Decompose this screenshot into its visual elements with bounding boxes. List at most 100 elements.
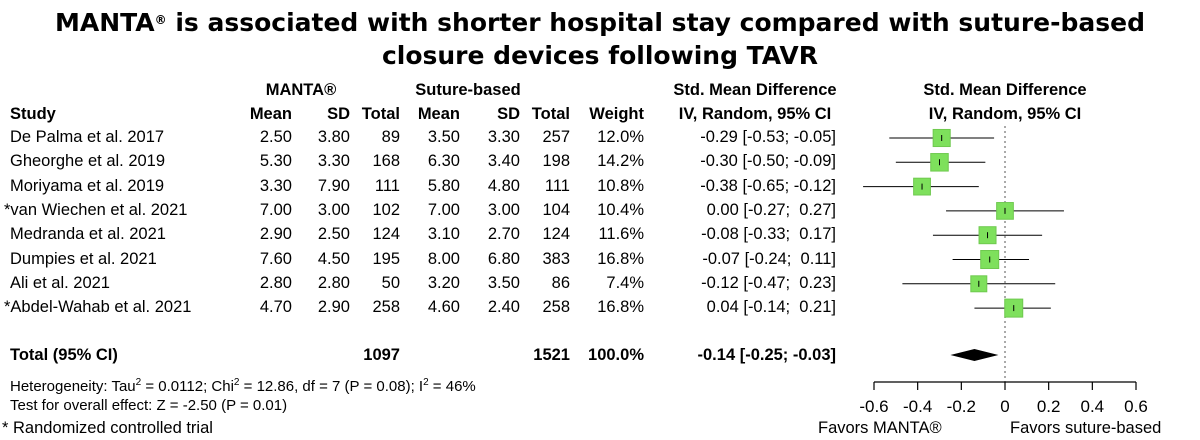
cell-weight: 10.8% — [597, 176, 644, 195]
cell-sd1: 4.50 — [317, 249, 350, 268]
chart-title: MANTA® is associated with shorter hospit… — [0, 6, 1200, 72]
cell-study: Ali et al. 2021 — [10, 273, 110, 292]
cell-mean1: 2.80 — [259, 273, 292, 292]
cell-study: Gheorghe et al. 2019 — [10, 152, 166, 171]
cell-total1: 50 — [381, 273, 400, 292]
cell-mean2: 7.00 — [427, 200, 460, 219]
cell-mean2: 3.50 — [427, 128, 460, 146]
x-tick-label: -0.2 — [947, 397, 976, 416]
title-text: is associated with shorter hospital stay… — [175, 8, 1146, 70]
cell-mean2: 6.30 — [427, 152, 460, 171]
cell-mean2: 5.80 — [427, 176, 460, 195]
cell-weight: 7.4% — [606, 273, 644, 292]
cell-weight: 11.6% — [598, 225, 644, 244]
cell-sd1: 3.30 — [317, 152, 350, 171]
cell-total1: 111 — [374, 176, 400, 195]
cell-sd2: 3.00 — [487, 200, 520, 219]
cell-ci-text: -0.30 [-0.50; -0.09] — [700, 152, 836, 171]
cell-mean1: 7.60 — [259, 249, 292, 268]
header-smd-plot: Std. Mean Difference — [923, 81, 1087, 99]
cell-study: De Palma et al. 2017 — [10, 128, 165, 146]
cell-total1: 168 — [372, 152, 400, 171]
col-sd1: SD — [327, 105, 350, 123]
cell-sd1: 3.80 — [317, 128, 350, 146]
cell-sd2: 3.40 — [487, 152, 520, 171]
cell-weight: 10.4% — [597, 200, 644, 219]
cell-ci-text: -0.08 [-0.33; 0.17] — [701, 225, 836, 244]
group-header-suture: Suture-based — [415, 81, 521, 99]
cell-sd2: 3.30 — [487, 128, 520, 146]
cell-sd1: 2.50 — [317, 225, 350, 244]
cell-mean2: 4.60 — [427, 298, 460, 317]
cell-study: *van Wiechen et al. 2021 — [4, 200, 188, 219]
cell-mean1: 7.00 — [259, 200, 292, 219]
cell-weight: 14.2% — [597, 152, 644, 171]
x-tick-label: -0.4 — [903, 397, 932, 416]
cell-sd1: 2.90 — [317, 298, 350, 317]
cell-total2: 86 — [551, 273, 570, 292]
cell-mean1: 4.70 — [259, 298, 292, 317]
cell-mean2: 8.00 — [427, 249, 460, 268]
favors-left-label: Favors MANTA® — [818, 419, 942, 437]
cell-weight: 16.8% — [597, 298, 644, 317]
cell-total2: 257 — [542, 128, 570, 146]
overall-effect-test: Test for overall effect: Z = -2.50 (P = … — [10, 397, 288, 414]
cell-total2: 258 — [542, 298, 570, 317]
cell-ci-text: -0.07 [-0.24; 0.11] — [702, 249, 836, 268]
x-tick-label: 0.6 — [1124, 397, 1148, 416]
header-smd-text: Std. Mean Difference — [673, 81, 837, 99]
cell-sd2: 6.80 — [487, 249, 520, 268]
heterogeneity: Heterogeneity: Tau2 = 0.0112; Chi2 = 12.… — [10, 377, 476, 395]
cell-sd1: 2.80 — [317, 273, 350, 292]
cell-sd1: 7.90 — [317, 176, 350, 195]
total-weight: 100.0% — [588, 346, 644, 364]
cell-study: Moriyama et al. 2019 — [10, 176, 165, 195]
cell-study: Dumpies et al. 2021 — [10, 249, 157, 268]
x-tick-label: 0.4 — [1081, 397, 1105, 416]
total-label: Total (95% CI) — [10, 346, 118, 364]
col-total1: Total — [361, 105, 400, 123]
cell-study: Medranda et al. 2021 — [10, 225, 166, 244]
cell-study: *Abdel-Wahab et al. 2021 — [4, 298, 192, 317]
cell-ci-text: -0.38 [-0.65; -0.12] — [700, 176, 836, 195]
title-brand: MANTA — [54, 8, 155, 37]
favors-right-label: Favors suture-based — [1010, 419, 1162, 437]
cell-weight: 12.0% — [597, 128, 644, 146]
col-study: Study — [10, 105, 56, 123]
cell-weight: 16.8% — [597, 249, 644, 268]
cell-total2: 124 — [542, 225, 570, 244]
x-tick-label: 0 — [1000, 397, 1009, 416]
col-weight: Weight — [589, 105, 644, 123]
cell-mean1: 2.50 — [259, 128, 292, 146]
summary-diamond — [950, 349, 999, 361]
cell-sd1: 3.00 — [317, 200, 350, 219]
total-n1: 1097 — [363, 346, 400, 364]
col-mean1: Mean — [249, 105, 292, 123]
cell-total1: 102 — [372, 200, 400, 219]
total-n2: 1521 — [533, 346, 570, 364]
cell-mean1: 2.90 — [259, 225, 292, 244]
cell-ci-text: 0.00 [-0.27; 0.27] — [706, 200, 836, 219]
col-total2: Total — [531, 105, 570, 123]
x-tick-label: 0.2 — [1037, 397, 1061, 416]
col-mean2: Mean — [417, 105, 460, 123]
cell-sd2: 2.40 — [487, 298, 520, 317]
cell-ci-text: 0.04 [-0.14; 0.21] — [706, 298, 836, 317]
footnote-rct: * Randomized controlled trial — [2, 419, 213, 437]
cell-sd2: 2.70 — [487, 225, 520, 244]
cell-mean1: 3.30 — [259, 176, 292, 195]
cell-total2: 104 — [542, 200, 570, 219]
col-ci-plot: IV, Random, 95% CI — [928, 105, 1082, 123]
cell-total1: 124 — [372, 225, 400, 244]
col-sd2: SD — [497, 105, 520, 123]
x-tick-label: -0.6 — [859, 397, 888, 416]
cell-mean1: 5.30 — [259, 152, 292, 171]
cell-total1: 89 — [381, 128, 400, 146]
cell-mean2: 3.10 — [427, 225, 460, 244]
col-ci-text: IV, Random, 95% CI — [678, 105, 832, 123]
group-header-manta: MANTA® — [265, 81, 337, 99]
cell-total1: 258 — [372, 298, 400, 317]
cell-sd2: 4.80 — [487, 176, 520, 195]
cell-ci-text: -0.29 [-0.53; -0.05] — [700, 128, 836, 146]
